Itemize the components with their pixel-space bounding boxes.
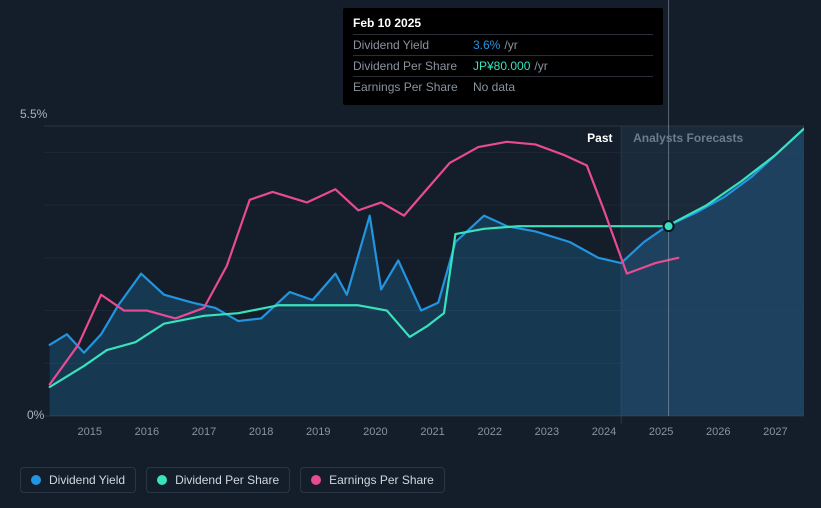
tooltip-row-label: Dividend Yield	[353, 38, 473, 52]
x-tick: 2019	[306, 426, 330, 438]
x-tick: 2018	[249, 426, 273, 438]
x-tick: 2025	[649, 426, 673, 438]
x-tick: 2026	[706, 426, 730, 438]
tooltip-date: Feb 10 2025	[353, 16, 653, 34]
x-tick: 2016	[135, 426, 159, 438]
legend-label: Earnings Per Share	[329, 473, 434, 487]
tooltip-row: Earnings Per ShareNo data	[353, 76, 653, 97]
chart-plot[interactable]	[44, 126, 804, 416]
past-label: Past	[587, 131, 612, 145]
x-tick: 2021	[420, 426, 444, 438]
x-tick: 2027	[763, 426, 787, 438]
chart-legend: Dividend Yield Dividend Per Share Earnings…	[20, 467, 445, 493]
x-tick: 2023	[535, 426, 559, 438]
tooltip-row-suffix: /yr	[504, 38, 517, 52]
legend-item[interactable]: Dividend Yield	[20, 467, 136, 493]
legend-swatch	[31, 475, 41, 485]
tooltip-row-value: No data	[473, 80, 515, 94]
x-tick: 2015	[77, 426, 101, 438]
tooltip-row-value: 3.6%	[473, 38, 500, 52]
x-tick: 2020	[363, 426, 387, 438]
x-tick: 2022	[477, 426, 501, 438]
chart-tooltip: Feb 10 2025 Dividend Yield3.6%/yrDividen…	[343, 8, 663, 105]
tooltip-row-label: Dividend Per Share	[353, 59, 473, 73]
legend-swatch	[311, 475, 321, 485]
tooltip-row: Dividend Yield3.6% /yr	[353, 34, 653, 55]
x-tick: 2017	[192, 426, 216, 438]
tooltip-row: Dividend Per ShareJP¥80.000/yr	[353, 55, 653, 76]
tooltip-row-value: JP¥80.000	[473, 59, 530, 73]
legend-item[interactable]: Dividend Per Share	[146, 467, 290, 493]
forecast-label: Analysts Forecasts	[633, 131, 743, 145]
legend-item[interactable]: Earnings Per Share	[300, 467, 445, 493]
tooltip-row-suffix: /yr	[534, 59, 547, 73]
x-tick: 2024	[592, 426, 616, 438]
legend-label: Dividend Per Share	[175, 473, 279, 487]
y-tick-max: 5.5%	[20, 107, 47, 121]
legend-label: Dividend Yield	[49, 473, 125, 487]
tooltip-row-label: Earnings Per Share	[353, 80, 473, 94]
legend-swatch	[157, 475, 167, 485]
y-tick-min: 0%	[27, 408, 44, 422]
